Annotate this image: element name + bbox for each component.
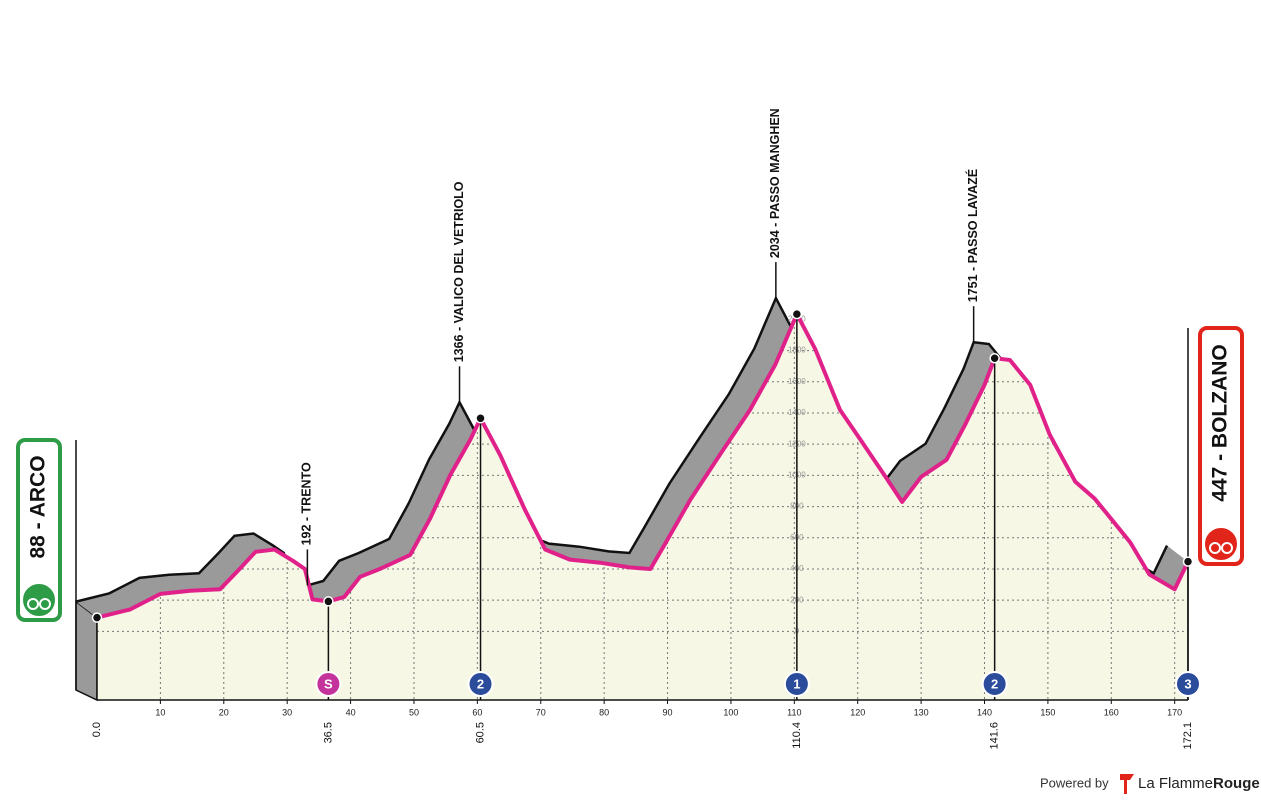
logo-flag: [1120, 774, 1134, 794]
profile-shade: [76, 298, 1188, 618]
x-tick-label: 130: [914, 707, 929, 717]
place-icon: [1203, 526, 1239, 562]
place-icon-wheel: [1221, 542, 1233, 554]
place-box: [1198, 326, 1244, 566]
badge: [315, 671, 342, 697]
x-tick-label: 100: [723, 707, 738, 717]
distance-label: 141.6: [989, 722, 1001, 750]
place-name: 88 - ARCO: [27, 455, 50, 558]
distance-label: 172.1: [1182, 722, 1194, 750]
waypoint-dot: [791, 308, 803, 320]
place-icon-wheel: [39, 598, 51, 610]
powered-by: Powered by: [1040, 775, 1109, 790]
x-tick-label: 140: [977, 707, 992, 717]
summit-label: 1366 - VALICO DEL VETRIOLO: [452, 181, 466, 362]
x-tick-label: 70: [536, 707, 546, 717]
x-tick-label: 20: [219, 707, 229, 717]
badge: [981, 671, 1008, 697]
badge-label: 3: [1184, 676, 1191, 691]
badge: [1175, 671, 1201, 697]
badge-label: 2: [991, 676, 998, 691]
x-tick-label: 60: [472, 707, 482, 717]
profile-shade-edge: [75, 295, 1169, 603]
x-tick-label: 120: [850, 707, 865, 717]
waypoint-dot: [1182, 556, 1194, 567]
place-name: 447 - BOLZANO: [1209, 344, 1232, 502]
x-tick-label: 110: [787, 707, 801, 717]
waypoint-dot: [475, 413, 486, 424]
summit-label: 2034 - PASSO MANGHEN: [768, 108, 782, 258]
distance-label: 60.5: [474, 722, 486, 743]
x-tick-label: 40: [346, 707, 356, 717]
profile-line: [96, 312, 1190, 620]
badge-label: 1: [793, 676, 800, 691]
waypoint-dot: [989, 352, 1000, 364]
distance-label: 0.0: [91, 722, 103, 737]
x-tick-label: 160: [1104, 707, 1119, 717]
waypoint-dot: [323, 596, 334, 607]
place-icon-wheel: [1209, 542, 1221, 554]
x-tick-label: 170: [1167, 707, 1182, 717]
place-icon: [21, 582, 57, 618]
x-tick-label: 150: [1040, 707, 1055, 717]
distance-label: 110.4: [791, 722, 803, 749]
profile-area: [97, 314, 1188, 700]
place-box: [16, 438, 62, 622]
summit-label: 192 - TRENTO: [300, 462, 314, 545]
x-tick-label: 30: [282, 707, 292, 717]
brand: La FlammeRouge: [1138, 775, 1260, 792]
badge-label: S: [324, 676, 333, 691]
badge: [783, 671, 810, 697]
x-tick-label: 50: [409, 707, 419, 717]
brand-b: Rouge: [1213, 775, 1260, 792]
x-tick-label: 10: [155, 707, 165, 717]
x-tick-label: 80: [599, 707, 609, 717]
distance-label: 36.5: [322, 722, 334, 743]
badge: [467, 671, 494, 697]
brand-a: La Flamme: [1138, 775, 1213, 792]
badge-label: 2: [477, 676, 484, 691]
x-tick-label: 90: [663, 707, 673, 717]
summit-label: 1751 - PASSO LAVAZÉ: [965, 169, 980, 302]
waypoint-dot: [91, 612, 103, 623]
place-icon-wheel: [27, 598, 39, 610]
footer: Powered by La FlammeRouge: [1040, 774, 1260, 794]
